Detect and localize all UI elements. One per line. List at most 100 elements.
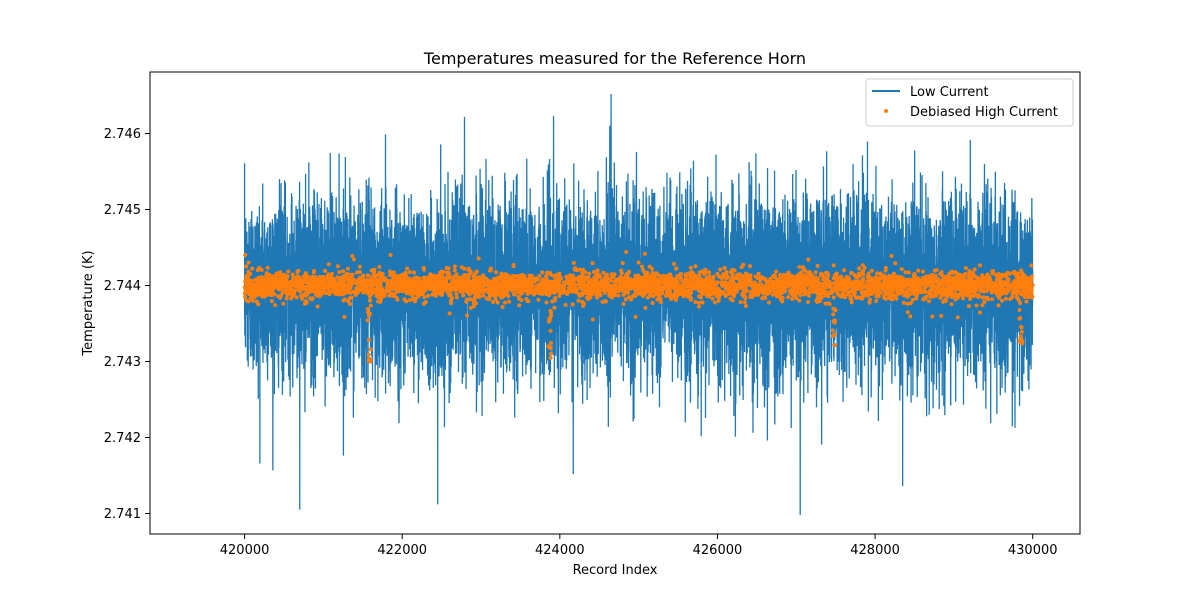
y-tick-label: 2.741 [104,507,141,522]
scatter-point [472,294,477,299]
x-tick-label: 424000 [535,543,585,558]
scatter-point [557,282,562,287]
scatter-point [787,272,792,277]
scatter-point [905,301,910,306]
chart-title: Temperatures measured for the Reference … [423,49,806,68]
scatter-point [987,281,992,286]
scatter-point [368,292,373,297]
scatter-point [500,304,505,309]
scatter-point [922,296,927,301]
scatter-point [292,279,297,284]
scatter-point [593,284,598,289]
scatter-point [957,284,962,289]
scatter-point [436,288,441,293]
scatter-point [486,297,491,302]
scatter-point [243,295,248,300]
scatter-point [985,295,990,300]
scatter-point [723,272,728,277]
scatter-point [256,302,261,307]
scatter-point [969,275,974,280]
scatter-point [373,287,378,292]
scatter-point [1029,277,1034,282]
scatter-point [737,286,742,291]
scatter-point [452,268,457,273]
scatter-point [658,297,663,302]
scatter-point [537,274,542,279]
scatter-point [355,290,360,295]
scatter-point [887,275,892,280]
scatter-point [825,284,830,289]
scatter-point [459,265,464,270]
scatter-point [980,303,985,308]
scatter-point [624,250,629,254]
scatter-point [839,281,844,286]
scatter-point [764,292,769,297]
scatter-point [517,303,522,308]
scatter-point [1024,278,1029,283]
scatter-point [468,297,473,302]
scatter-point [529,283,534,288]
scatter-point [985,272,990,277]
scatter-point [775,286,780,291]
scatter-point [990,297,995,302]
scatter-point [356,285,361,290]
scatter-point [905,281,910,286]
scatter-point [748,294,753,299]
scatter-point [972,267,977,272]
scatter-point [596,291,601,296]
scatter-point [580,267,585,272]
scatter-point [540,270,545,275]
scatter-point [875,279,880,284]
scatter-point [493,286,498,291]
scatter-point [723,280,728,285]
scatter-point [764,280,769,285]
scatter-point [894,281,899,286]
scatter-point [864,289,869,294]
legend-label-low-current: Low Current [910,85,989,100]
scatter-point [889,293,894,298]
scatter-point [794,276,799,281]
scatter-point [672,261,677,266]
scatter-point [379,278,384,283]
scatter-point [619,271,624,276]
scatter-point [604,274,609,279]
scatter-point [445,270,450,275]
scatter-point [577,282,582,287]
y-axis: 2.741 2.742 2.743 2.744 2.745 2.746 [104,127,150,522]
scatter-point [545,279,550,284]
scatter-point [831,276,836,281]
scatter-point [816,295,821,300]
scatter-point [815,263,820,268]
scatter-point [400,289,405,294]
scatter-point [733,275,738,280]
scatter-point [928,274,933,279]
scatter-point [297,276,302,281]
scatter-point [922,286,927,291]
scatter-point [916,268,921,273]
scatter-point [902,290,907,295]
scatter-point [801,266,806,271]
scatter-point [995,273,1000,278]
scatter-point [677,283,682,288]
scatter-point [296,287,301,292]
scatter-point [856,271,861,276]
scatter-point [952,284,957,289]
scatter-point [761,291,766,296]
scatter-point [595,295,600,300]
scatter-point [517,277,522,282]
x-tick-label: 420000 [220,543,270,558]
scatter-point [1020,275,1025,280]
scatter-point [856,295,861,300]
scatter-point [588,295,593,300]
scatter-point [707,281,712,286]
scatter-point [435,278,440,283]
scatter-point [467,292,472,297]
scatter-point [1027,281,1032,286]
scatter-point [878,291,883,296]
scatter-point [270,276,275,281]
scatter-point [551,285,556,290]
scatter-point [282,272,287,277]
scatter-point [489,291,494,296]
scatter-point [441,281,446,286]
scatter-point [807,293,812,298]
